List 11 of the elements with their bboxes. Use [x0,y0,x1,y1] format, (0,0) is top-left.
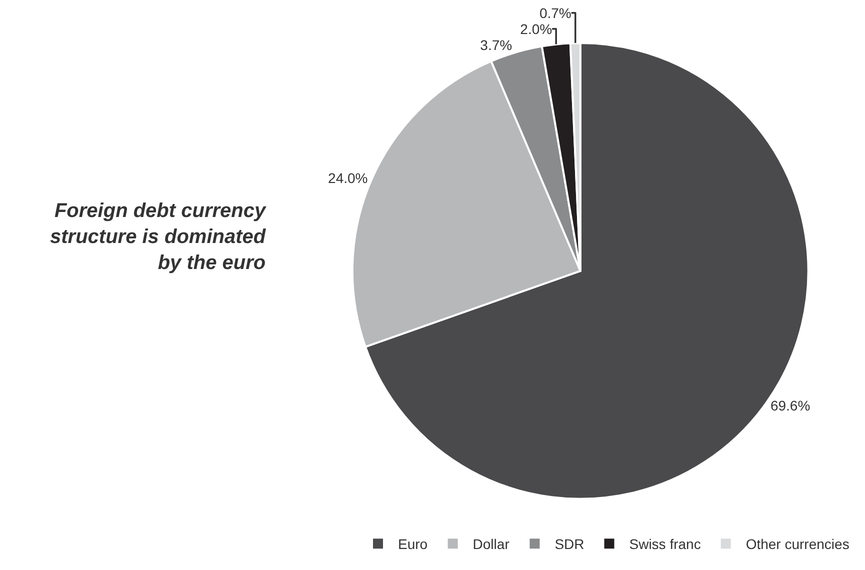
data-label: 0.7% [539,4,572,21]
legend-label: Swiss franc [629,536,701,552]
data-label: 24.0% [328,170,368,186]
data-label: 69.6% [770,397,810,414]
legend-label: SDR [554,536,584,552]
text: Foreign debt currency structure is dominated by the euro [50,200,266,274]
legend-label: Dollar [472,536,510,552]
legend-label: Other currencies [746,536,850,552]
legend-label: Euro [398,536,428,552]
data-label: 3.7% [480,36,512,53]
data-label: 2.0% [520,20,552,37]
